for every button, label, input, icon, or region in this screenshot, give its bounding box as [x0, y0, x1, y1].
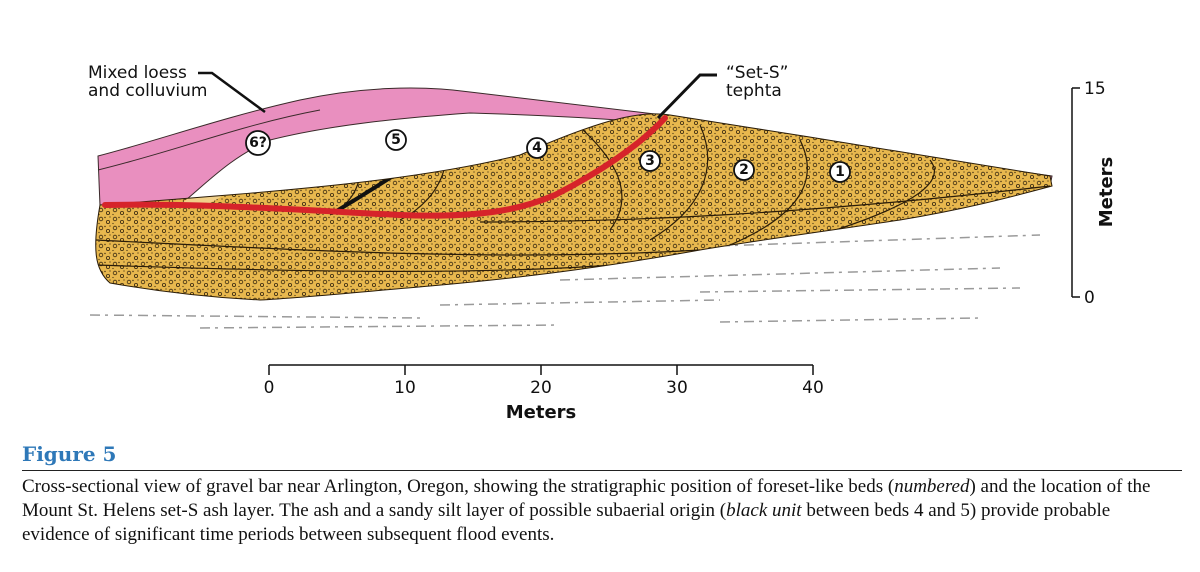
figure-title: Figure 5: [22, 442, 1182, 471]
bed-number: 6?: [249, 135, 267, 151]
figure-caption: Figure 5 Cross-sectional view of gravel …: [22, 442, 1182, 547]
bed-label-1: 1: [829, 161, 851, 183]
y-scale-bar: [1071, 87, 1080, 298]
y-tick-label: 15: [1084, 79, 1106, 99]
tephra-label-1: “Set-S”: [726, 63, 788, 83]
caption-part: Cross-sectional view of gravel bar near …: [22, 476, 895, 497]
x-axis-title: Meters: [506, 402, 577, 423]
x-scale-bar: [268, 364, 814, 375]
x-tick-label: 10: [394, 378, 416, 398]
bed-number: 2: [739, 162, 749, 178]
caption-italic: numbered: [894, 476, 970, 497]
loess-leader-line: [198, 71, 266, 114]
tephra-label-2: tephta: [726, 81, 782, 101]
bed-number: 5: [391, 132, 401, 148]
x-tick-label: 0: [264, 378, 275, 398]
tephra-layer: [102, 115, 668, 219]
loess-layer: [97, 87, 1053, 207]
bed-number: 3: [645, 153, 655, 169]
bed-label-2: 2: [733, 159, 755, 181]
y-tick-label: 0: [1084, 288, 1095, 308]
caption-text: Cross-sectional view of gravel bar near …: [22, 475, 1182, 547]
loess-label-2: and colluvium: [88, 81, 207, 101]
tephra-leader-line: [656, 73, 717, 120]
caption-part: ) and the location of the Mount St. Hele…: [22, 476, 1151, 521]
bed-number: 4: [532, 140, 542, 156]
x-tick-label: 40: [802, 378, 824, 398]
bed-label-6: 6?: [245, 130, 271, 156]
gravel-outline: [95, 113, 1053, 301]
y-axis-title: Meters: [1096, 157, 1117, 228]
caption-italic: black unit: [726, 500, 802, 521]
bed-number: 1: [835, 164, 845, 180]
cross-section-diagram: Mixed loess and colluvium “Set-S” tephta…: [88, 63, 1117, 423]
bed-label-5: 5: [385, 129, 407, 151]
loess-label-1: Mixed loess: [88, 63, 187, 83]
bed-label-3: 3: [639, 150, 661, 172]
x-tick-label: 30: [666, 378, 688, 398]
caption-part: between beds 4 and 5) provide probable e…: [22, 500, 1111, 545]
x-tick-label: 20: [530, 378, 552, 398]
bed-label-4: 4: [526, 137, 548, 159]
loess-inner-line: [97, 109, 321, 171]
